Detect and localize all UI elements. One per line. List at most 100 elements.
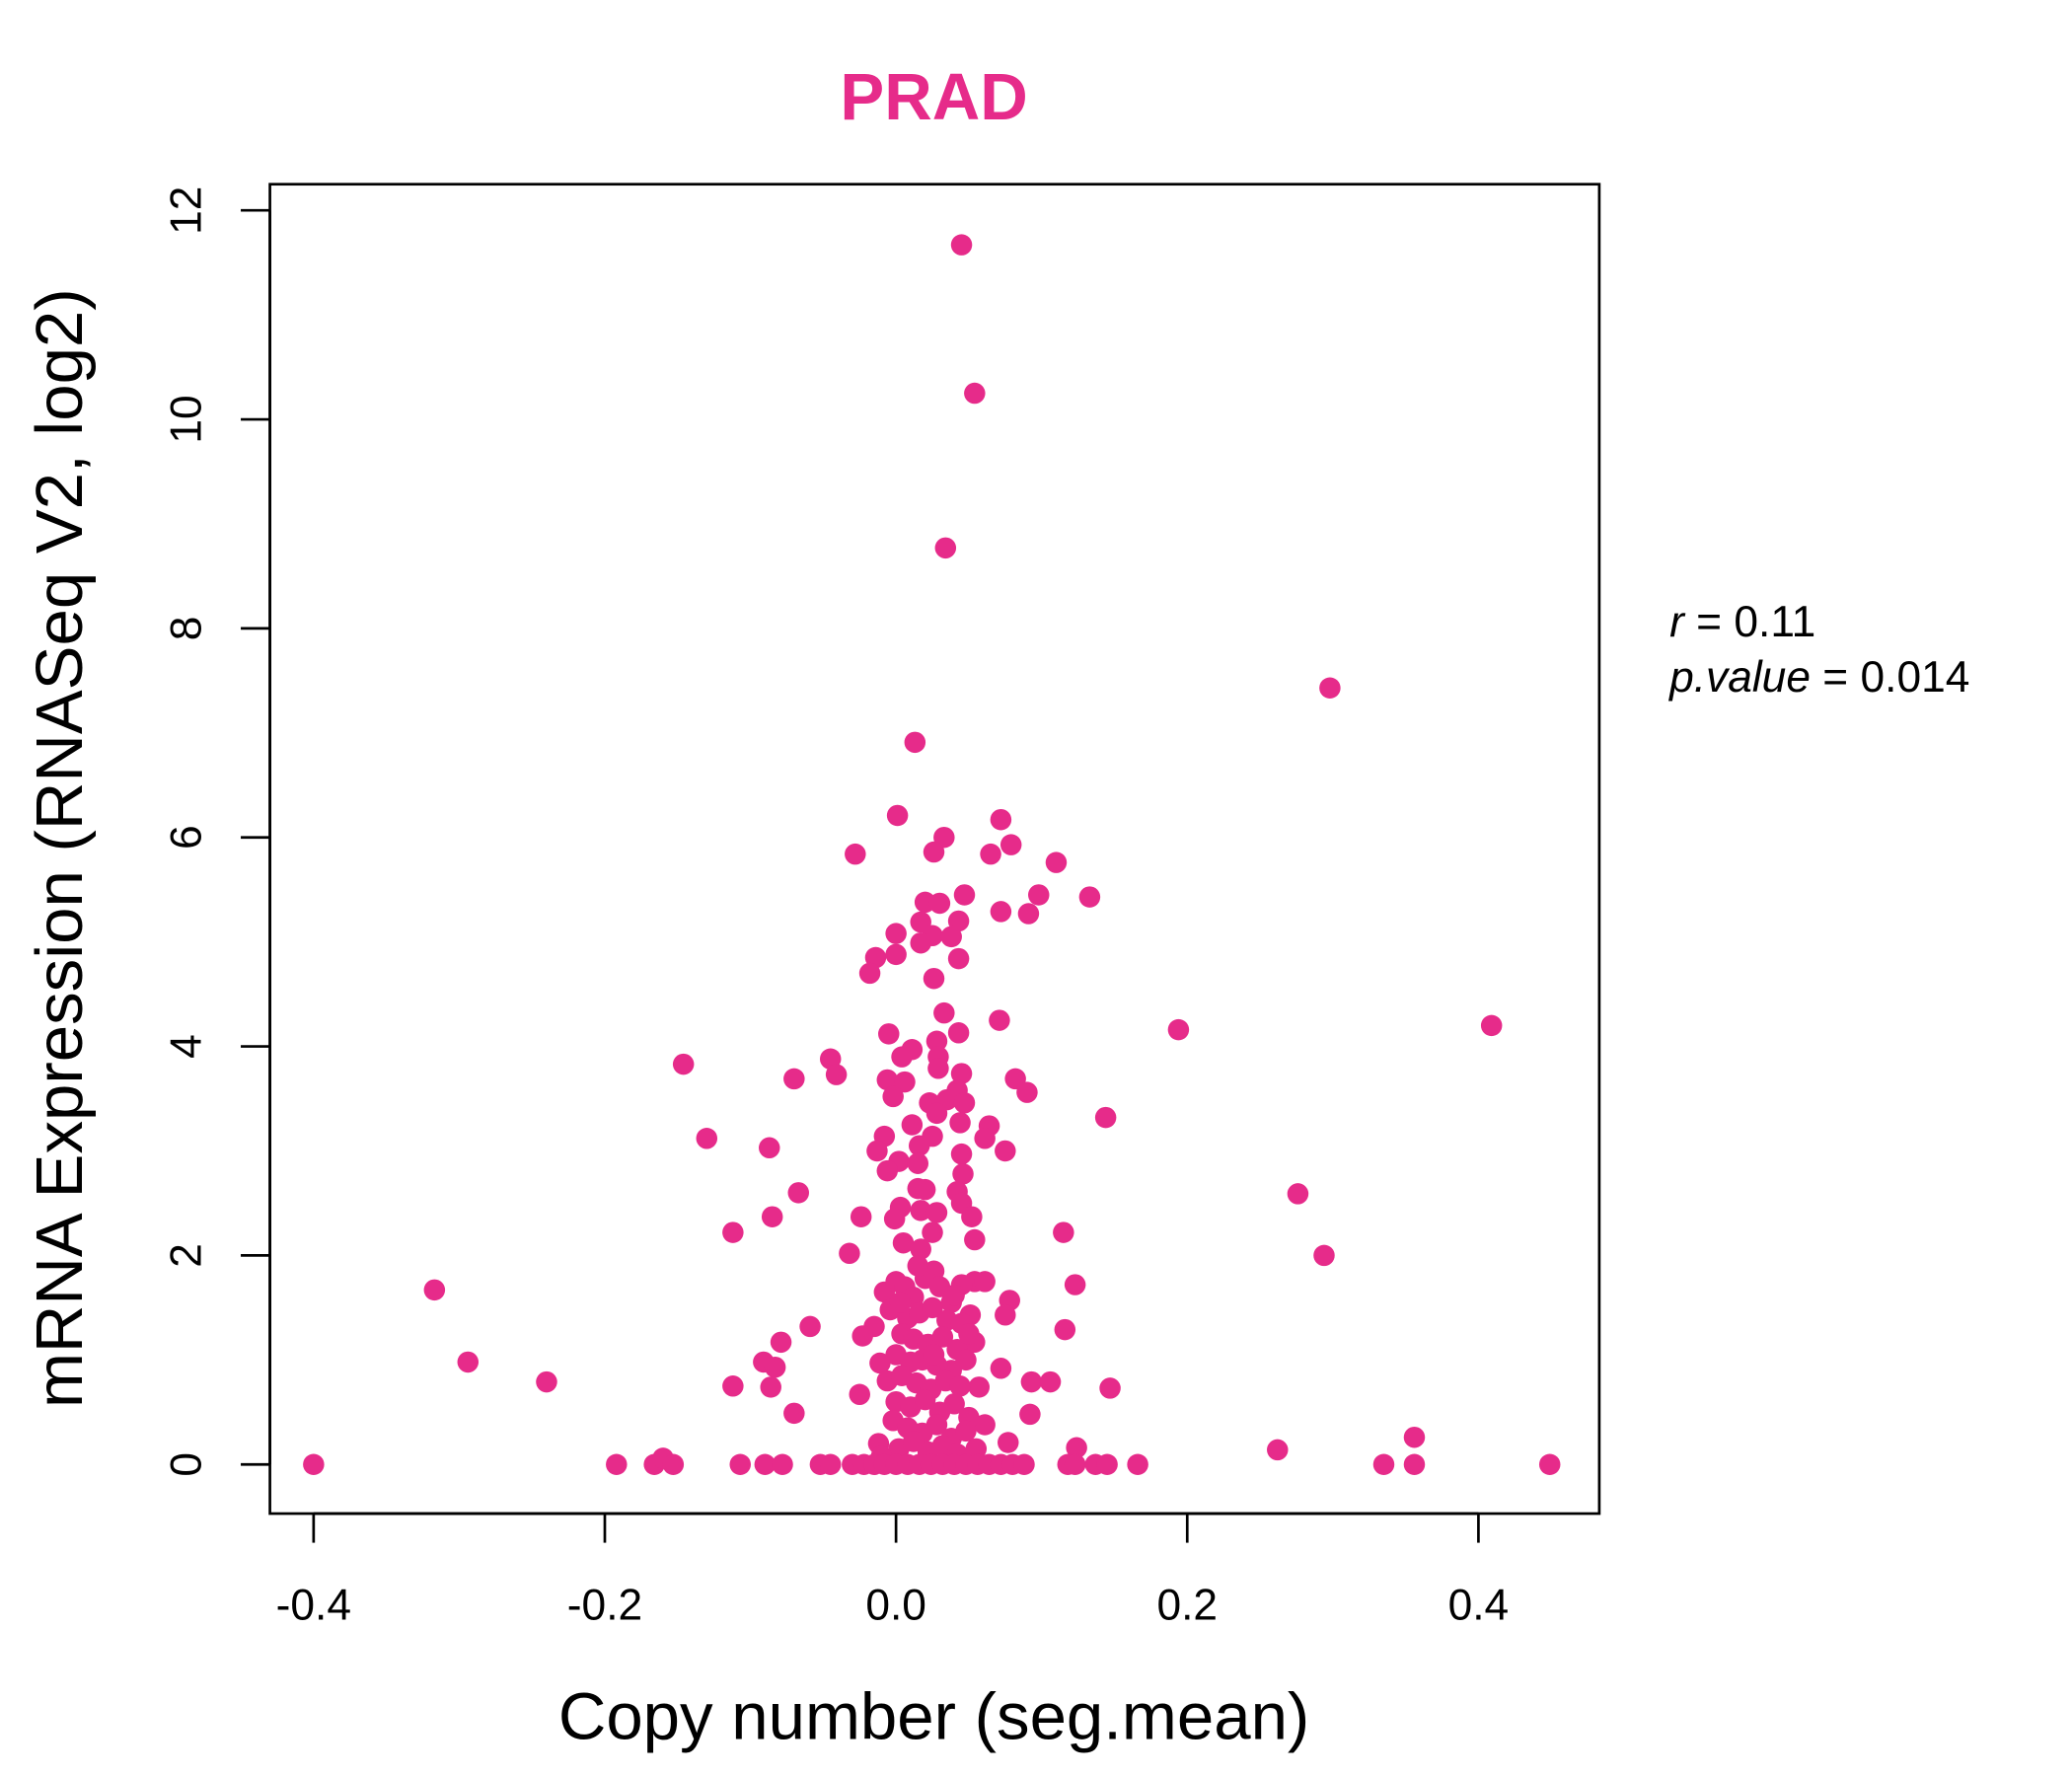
data-point xyxy=(849,1383,870,1406)
data-point xyxy=(845,843,866,865)
data-point xyxy=(923,841,945,863)
data-point xyxy=(923,1344,945,1366)
correlation-annotation: r = 0.11 p.value = 0.014 xyxy=(1667,598,1969,702)
data-point xyxy=(1403,1426,1426,1448)
y-tick-label: 10 xyxy=(163,395,211,443)
data-point xyxy=(995,1140,1016,1162)
data-point xyxy=(923,967,945,990)
x-tick-label: -0.4 xyxy=(276,1581,351,1629)
data-point xyxy=(783,1068,805,1090)
data-point xyxy=(910,1238,931,1260)
data-point xyxy=(760,1376,781,1398)
data-point xyxy=(1127,1453,1148,1475)
x-tick-label: -0.2 xyxy=(567,1581,642,1629)
data-point xyxy=(1053,1221,1074,1243)
data-point xyxy=(722,1221,744,1243)
data-point xyxy=(825,1064,848,1085)
data-point xyxy=(974,1414,996,1436)
data-point xyxy=(925,1102,948,1125)
data-point xyxy=(914,1388,936,1411)
data-point xyxy=(876,1069,899,1091)
equals-sign: = xyxy=(1696,598,1734,646)
p-value: 0.014 xyxy=(1860,653,1969,702)
data-point xyxy=(940,925,962,948)
x-tick-label: 0.4 xyxy=(1448,1581,1510,1629)
data-point xyxy=(892,1231,915,1254)
data-point xyxy=(955,1349,977,1371)
data-point xyxy=(1017,903,1040,925)
data-point xyxy=(998,1432,1019,1453)
y-axis-label: mRNA Expression (RNASeq V2, log2) xyxy=(23,288,97,1408)
chart-title: PRAD xyxy=(840,60,1027,134)
data-point xyxy=(536,1370,557,1393)
data-point xyxy=(901,1114,924,1136)
r-value: 0.11 xyxy=(1734,598,1815,646)
data-point xyxy=(662,1453,685,1475)
data-point xyxy=(965,1438,988,1460)
data-point xyxy=(761,1206,783,1227)
data-point xyxy=(754,1453,777,1475)
data-point xyxy=(974,1128,996,1149)
data-point xyxy=(953,1092,976,1114)
data-point xyxy=(910,931,931,954)
data-point xyxy=(1064,1274,1086,1295)
svg-text:r = 0.11: r = 0.11 xyxy=(1669,598,1815,646)
data-point xyxy=(947,947,970,970)
data-point xyxy=(980,843,1001,865)
data-point xyxy=(922,1221,943,1243)
data-point xyxy=(950,1143,973,1165)
data-point xyxy=(1066,1437,1087,1459)
data-point xyxy=(1538,1453,1561,1475)
x-axis-label: Copy number (seg.mean) xyxy=(558,1679,1309,1753)
data-point xyxy=(850,1206,872,1227)
data-point xyxy=(990,1358,1012,1379)
data-point xyxy=(858,962,881,985)
data-point xyxy=(1039,1370,1062,1393)
data-point xyxy=(1403,1453,1426,1475)
data-point xyxy=(1094,1106,1117,1129)
data-point xyxy=(947,1022,970,1044)
data-point xyxy=(1045,851,1068,873)
data-point xyxy=(955,1420,977,1443)
data-point xyxy=(787,1182,810,1204)
data-point xyxy=(894,1071,916,1093)
data-point xyxy=(925,1030,948,1053)
data-point xyxy=(953,884,976,906)
data-point xyxy=(934,537,957,559)
data-point xyxy=(1099,1377,1121,1399)
data-point xyxy=(783,1402,805,1425)
data-point xyxy=(866,1140,888,1162)
data-point xyxy=(891,1046,913,1068)
data-point xyxy=(949,1375,971,1397)
data-point xyxy=(1054,1318,1076,1341)
data-point xyxy=(799,1315,821,1338)
data-point xyxy=(759,1137,780,1159)
data-point xyxy=(1064,1453,1086,1475)
r-label: r xyxy=(1669,598,1686,646)
data-point xyxy=(907,1152,929,1174)
data-point xyxy=(1267,1439,1289,1461)
data-point xyxy=(1078,886,1101,908)
data-point xyxy=(729,1453,751,1475)
data-point xyxy=(964,1228,986,1251)
data-point xyxy=(928,892,951,915)
data-point xyxy=(927,1058,949,1079)
data-point xyxy=(1167,1018,1190,1041)
equals-sign: = xyxy=(1822,653,1860,702)
data-point xyxy=(908,1135,930,1156)
data-point xyxy=(964,382,986,405)
data-point xyxy=(696,1128,718,1149)
data-point xyxy=(878,1023,900,1045)
data-point xyxy=(1319,677,1341,700)
data-point xyxy=(606,1453,628,1475)
data-point xyxy=(869,1352,891,1374)
data-point xyxy=(819,1453,842,1475)
data-point xyxy=(989,1009,1010,1031)
svg-text:p.value = 0.014: p.value = 0.014 xyxy=(1667,653,1969,702)
data-point xyxy=(925,1414,948,1436)
data-point xyxy=(950,234,973,256)
data-point xyxy=(1016,1081,1038,1103)
data-point xyxy=(876,1159,899,1182)
data-point xyxy=(772,1453,793,1475)
